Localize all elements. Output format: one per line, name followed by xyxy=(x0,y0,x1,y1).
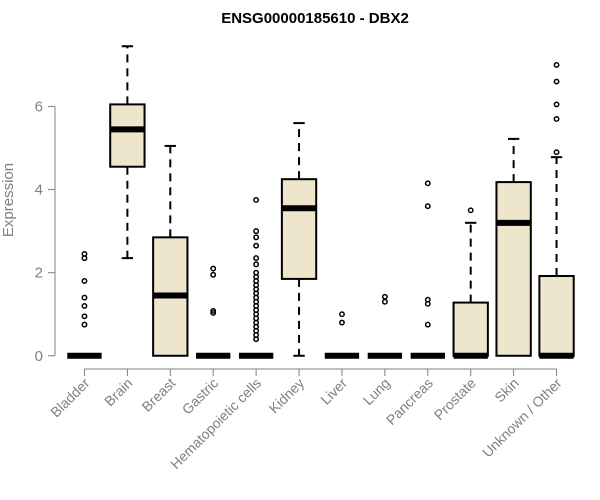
x-tick-label: Breast xyxy=(138,375,178,415)
box-lung xyxy=(367,293,403,359)
outlier-point xyxy=(210,307,217,314)
outlier-point xyxy=(339,311,345,318)
outlier-point xyxy=(210,265,217,272)
outlier-point xyxy=(553,101,560,108)
box-hematopoietic-cells xyxy=(238,197,274,359)
y-tick-label: 0 xyxy=(35,348,43,365)
x-tick-label: Pancreas xyxy=(383,375,436,428)
outlier-point xyxy=(253,255,260,262)
box-unknown-other xyxy=(538,61,575,359)
outlier-point xyxy=(467,207,474,214)
box-series xyxy=(67,45,575,359)
box-kidney xyxy=(280,122,318,357)
outlier-point xyxy=(253,234,260,241)
outlier-point xyxy=(81,321,88,328)
box-breast xyxy=(152,144,189,357)
outlier-point xyxy=(253,269,260,276)
y-tick-label: 6 xyxy=(35,98,43,115)
outlier-point xyxy=(424,203,431,210)
x-tick-label: Unknown / Other xyxy=(479,375,565,461)
outlier-point xyxy=(381,298,388,305)
x-tick-label: Liver xyxy=(317,375,350,408)
y-tick-label: 4 xyxy=(35,182,43,199)
outlier-point xyxy=(381,293,388,300)
box-bladder xyxy=(67,251,102,359)
chart-title: ENSG00000185610 - DBX2 xyxy=(221,10,409,27)
outlier-point xyxy=(81,278,88,284)
outlier-point xyxy=(210,310,217,316)
y-tick-label: 2 xyxy=(35,265,43,282)
outlier-point xyxy=(424,321,431,328)
x-tick-label: Prostate xyxy=(431,375,479,423)
outlier-point xyxy=(81,302,88,309)
outlier-point xyxy=(253,261,260,268)
box-pancreas xyxy=(410,180,445,359)
outlier-point xyxy=(81,251,88,257)
box-iqr xyxy=(452,301,489,357)
x-tick-label: Kidney xyxy=(266,375,308,417)
outlier-point xyxy=(210,271,217,278)
outlier-point xyxy=(424,180,431,187)
outlier-point xyxy=(81,313,88,320)
box-brain xyxy=(109,45,146,260)
x-tick-label: Brain xyxy=(101,375,135,409)
box-prostate xyxy=(452,207,489,359)
outlier-point xyxy=(339,319,345,326)
box-liver xyxy=(324,311,360,359)
x-tick-label: Skin xyxy=(491,375,522,406)
outlier-point xyxy=(81,294,88,301)
outlier-point xyxy=(253,228,260,235)
outlier-point xyxy=(553,78,560,85)
outlier-point xyxy=(253,242,260,249)
box-iqr xyxy=(109,103,146,168)
box-iqr xyxy=(495,181,532,357)
box-gastric xyxy=(196,265,231,359)
box-iqr xyxy=(280,178,318,280)
outlier-point xyxy=(424,296,431,303)
x-tick-label: Lung xyxy=(360,375,393,408)
y-axis: 0 2 4 6 xyxy=(35,98,56,365)
x-tick-label: Bladder xyxy=(47,375,93,421)
y-axis-label: Expression xyxy=(0,163,17,237)
x-tick-label: Gastric xyxy=(179,375,222,418)
outlier-point xyxy=(553,61,560,68)
box-iqr xyxy=(538,274,575,357)
outlier-point xyxy=(253,197,260,203)
box-skin xyxy=(495,137,532,357)
outlier-point xyxy=(553,115,560,122)
outlier-point xyxy=(553,149,560,156)
